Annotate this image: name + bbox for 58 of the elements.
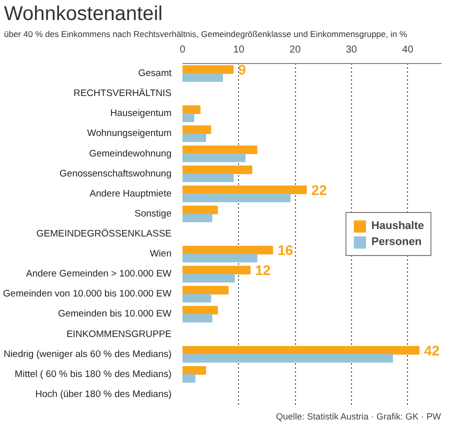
y-tick-label: Sonstige xyxy=(134,208,172,220)
chart-title: Wohnkostenanteil xyxy=(4,2,163,27)
bar xyxy=(182,294,212,302)
bar xyxy=(182,145,258,154)
bar xyxy=(182,266,251,274)
bar xyxy=(182,166,252,174)
data-label: 16 xyxy=(278,242,294,258)
bar xyxy=(182,374,196,383)
y-tick-label: Hoch (über 180 % des Medians) xyxy=(35,388,172,400)
y-tick-label: Genossenschaftswohnung xyxy=(60,168,172,180)
y-tick-label: Gemeindewohnung xyxy=(89,148,172,160)
bar xyxy=(182,153,246,162)
data-label: 9 xyxy=(238,62,246,78)
y-tick-label: RECHTSVERHÄLTNIS xyxy=(73,88,172,100)
x-tick-label: 0 xyxy=(180,44,186,56)
x-tick-label: 20 xyxy=(290,44,302,56)
data-label: 12 xyxy=(255,262,271,278)
bar xyxy=(182,306,218,315)
bar xyxy=(182,194,291,202)
bar xyxy=(182,286,229,294)
legend-label: Personen xyxy=(371,234,422,248)
y-tick-label: Gesamt xyxy=(138,68,172,80)
x-tick-label: 30 xyxy=(346,44,358,56)
bar xyxy=(182,186,307,194)
y-tick-label: GEMEINDEGRÖSSENKLASSE xyxy=(36,228,172,240)
y-tick-label: Andere Hauptmiete xyxy=(90,188,172,200)
bar xyxy=(182,105,200,114)
bar xyxy=(182,214,212,222)
bar xyxy=(182,65,234,74)
y-tick-label: Andere Gemeinden > 100.000 EW xyxy=(26,268,172,280)
x-tick-label: 40 xyxy=(402,44,414,56)
bar xyxy=(182,206,218,214)
bar xyxy=(182,354,394,363)
bar xyxy=(182,125,212,134)
y-tick-label: Wohnungseigentum xyxy=(87,128,172,140)
bar xyxy=(182,174,234,182)
bar xyxy=(182,274,235,282)
x-tick-label: 10 xyxy=(233,44,245,56)
bar xyxy=(182,73,223,82)
y-tick-label: Gemeinden von 10.000 bis 100.000 EW xyxy=(3,288,172,300)
source-note: Quelle: Statistik Austria · Grafik: GK · PW xyxy=(276,412,442,422)
y-tick-label: EINKOMMENSGRUPPE xyxy=(66,328,172,340)
y-tick-label: Mittel ( 60 % bis 180 % des Medians) xyxy=(14,368,172,380)
chart-subtitle: über 40 % des Einkommens nach Rechtsverhältnis, Gemeindegrößenklasse und Einkommensgruppe, in % xyxy=(4,28,408,40)
bar xyxy=(182,366,206,375)
y-tick-label: Niedrig (weniger als 60 % des Medians) xyxy=(4,348,172,360)
legend-label: Haushalte xyxy=(371,218,424,232)
bar xyxy=(182,246,274,254)
bar xyxy=(182,113,194,122)
y-tick-label: Hauseigentum xyxy=(110,108,172,120)
bar xyxy=(182,314,212,323)
y-tick-label: Gemeinden bis 10.000 EW xyxy=(58,308,172,320)
data-label: 22 xyxy=(311,182,328,198)
data-label: 42 xyxy=(424,342,440,358)
y-tick-label: Wien xyxy=(150,248,172,260)
bar xyxy=(182,346,420,355)
bar xyxy=(182,133,206,142)
bar xyxy=(182,254,258,262)
